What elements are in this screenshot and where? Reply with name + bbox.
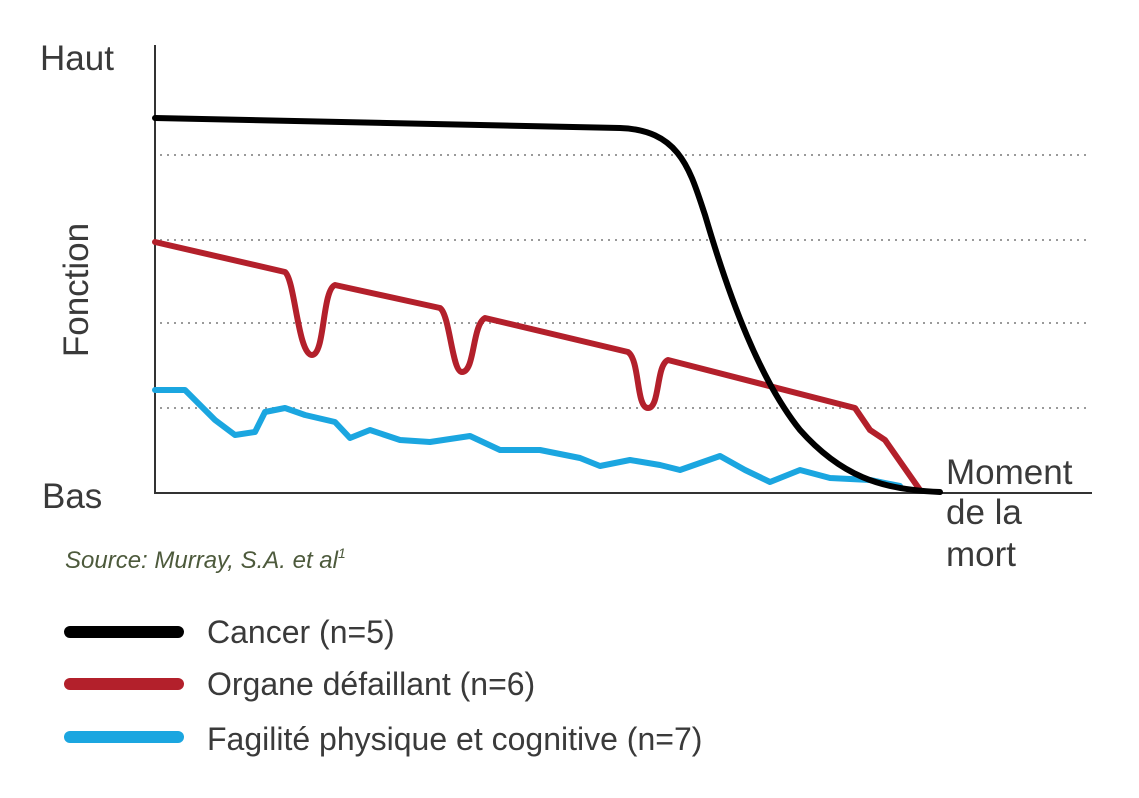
source: Source: Murray, S.A. et al1 <box>65 545 346 574</box>
source-text: Source: Murray, S.A. et al <box>65 547 339 574</box>
y-bottom-label: Bas <box>42 477 102 516</box>
y-top-label: Haut <box>40 39 114 78</box>
frailty-curve <box>152 387 903 489</box>
organ-failure-curve <box>152 239 923 493</box>
cancer-curve <box>152 115 943 495</box>
y-axis-label: Fonction <box>57 223 96 357</box>
legend-label: Organe défaillant (n=6) <box>207 666 535 702</box>
x-end-label: mort <box>946 535 1016 574</box>
x-end-label: Moment <box>946 453 1073 492</box>
legend-label: Cancer (n=5) <box>207 614 395 650</box>
x-end-label: de la <box>946 493 1022 532</box>
source-note: 1 <box>338 545 346 561</box>
legend-label: Fagilité physique et cognitive (n=7) <box>207 721 702 757</box>
